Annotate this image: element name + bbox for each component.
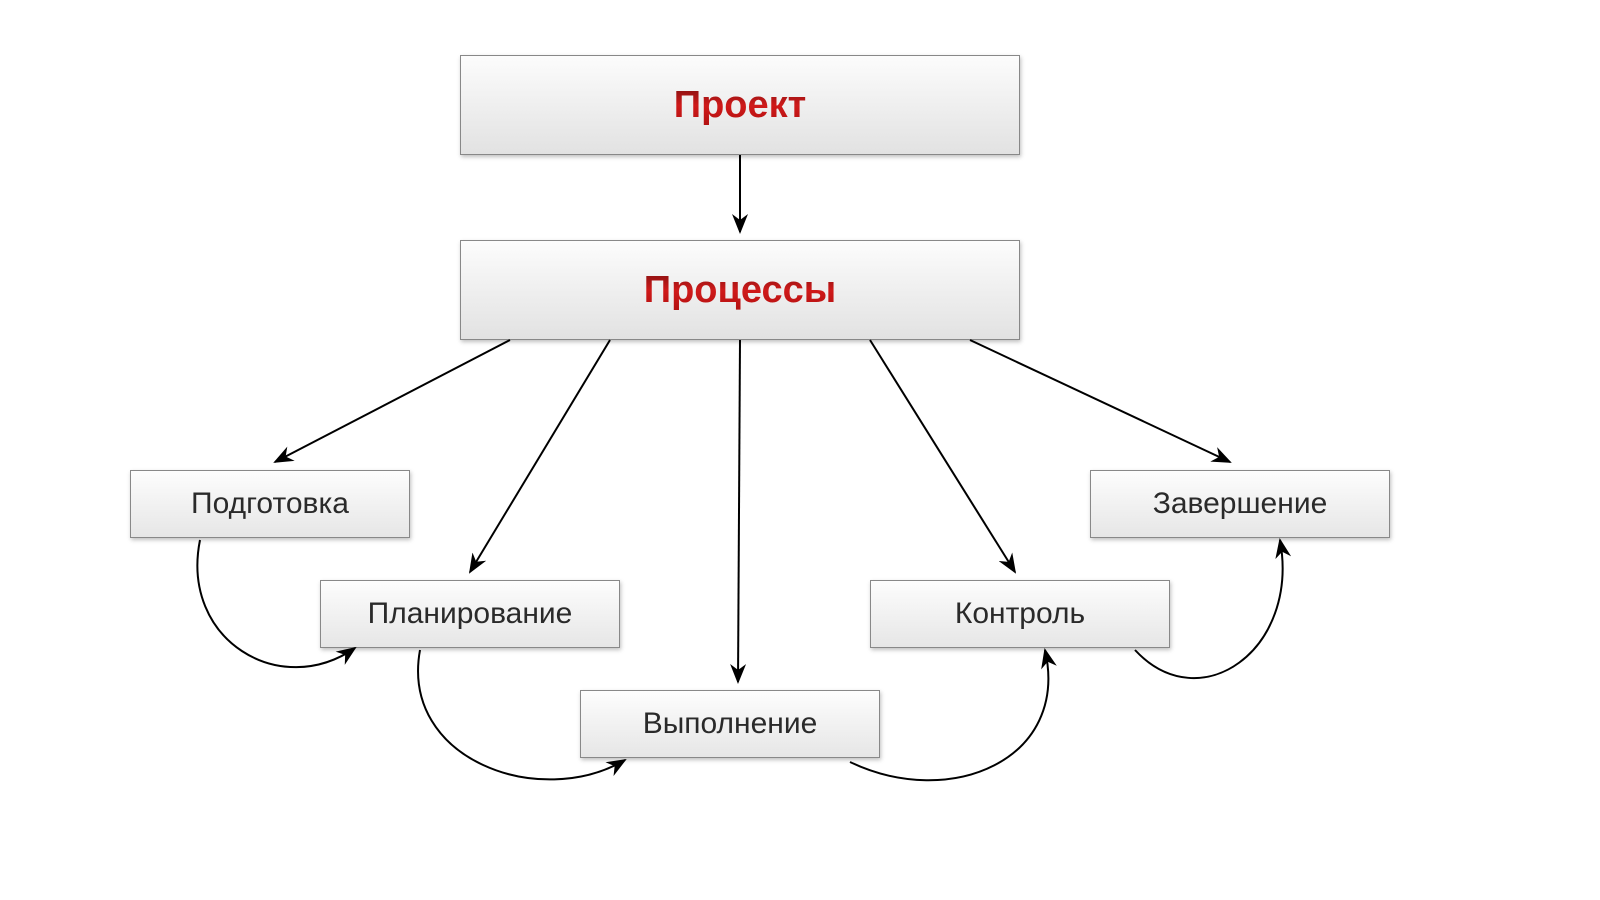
node-prep: Подготовка — [130, 470, 410, 538]
node-project: Проект — [460, 55, 1020, 155]
node-control: Контроль — [870, 580, 1170, 648]
node-exec-label: Выполнение — [643, 707, 818, 741]
node-project-label: Проект — [674, 84, 807, 127]
edge-processes-plan — [470, 340, 610, 572]
node-finish: Завершение — [1090, 470, 1390, 538]
node-processes-label: Процессы — [644, 269, 836, 312]
node-plan-label: Планирование — [368, 597, 573, 631]
node-finish-label: Завершение — [1153, 487, 1328, 521]
edge-processes-control — [870, 340, 1015, 572]
edge-processes-exec — [738, 340, 740, 682]
node-control-label: Контроль — [955, 597, 1085, 631]
node-exec: Выполнение — [580, 690, 880, 758]
node-prep-label: Подготовка — [191, 487, 349, 521]
edge-processes-finish — [970, 340, 1230, 462]
node-plan: Планирование — [320, 580, 620, 648]
edge-processes-prep — [275, 340, 510, 462]
node-processes: Процессы — [460, 240, 1020, 340]
